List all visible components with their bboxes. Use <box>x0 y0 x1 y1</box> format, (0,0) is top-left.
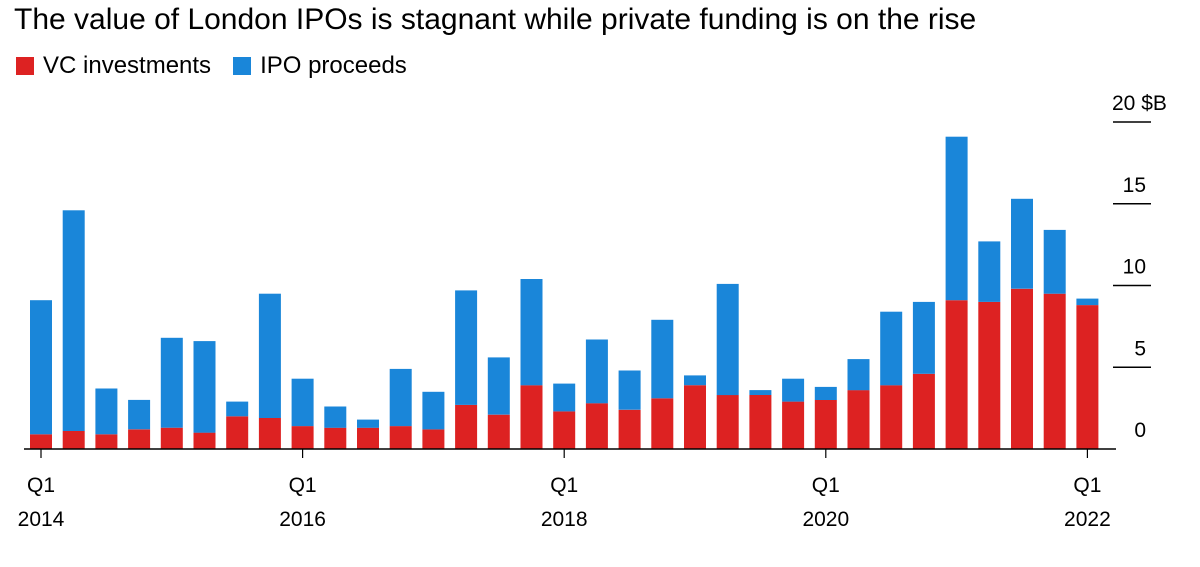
vc-bar <box>258 417 281 449</box>
y-tick-label: 20 $B <box>1112 92 1167 115</box>
vc-bar <box>487 414 510 449</box>
vc-bar <box>291 426 314 449</box>
ipo-bar <box>455 290 478 405</box>
vc-bar <box>553 411 576 449</box>
ipo-bar <box>847 359 870 391</box>
vc-bar <box>618 409 641 449</box>
ipo-bar <box>716 283 739 396</box>
y-tick-label: 15 <box>1123 174 1146 197</box>
x-tick-label-year: 2022 <box>1064 508 1111 531</box>
x-tick-label-quarter: Q1 <box>27 474 55 497</box>
vc-bar <box>684 385 706 449</box>
x-tick-label-year: 2014 <box>18 508 65 531</box>
vc-bar <box>324 427 347 449</box>
ipo-bar <box>782 378 805 402</box>
vc-bar <box>357 427 379 449</box>
vc-bar <box>782 401 805 449</box>
ipo-bar <box>684 375 706 386</box>
x-tick-label-quarter: Q1 <box>289 474 317 497</box>
ipo-bar <box>749 390 772 395</box>
x-tick-label-year: 2016 <box>279 508 326 531</box>
vc-bar <box>62 431 85 449</box>
ipo-bar <box>1076 298 1099 306</box>
legend: VC investments IPO proceeds <box>16 50 429 82</box>
legend-swatch-ipo <box>233 57 252 75</box>
ipo-bar <box>357 419 379 428</box>
chart-title: The value of London IPOs is stagnant whi… <box>14 3 977 36</box>
ipo-bar <box>945 136 968 301</box>
vc-bar <box>95 434 118 449</box>
ipo-bar <box>814 386 837 400</box>
legend-swatch-vc <box>16 57 34 75</box>
x-tick-label-quarter: Q1 <box>812 474 840 497</box>
ipo-bar <box>651 319 674 399</box>
ipo-bar <box>128 399 151 430</box>
vc-bar <box>814 399 837 449</box>
vc-bar <box>389 426 412 449</box>
legend-label-vc: VC investments <box>43 52 212 79</box>
ipo-bar <box>585 339 608 404</box>
x-tick-label-quarter: Q1 <box>550 474 578 497</box>
x-tick-label-year: 2020 <box>802 508 849 531</box>
vc-bar <box>30 434 52 449</box>
vc-bar <box>128 429 151 449</box>
ipo-bar <box>422 391 445 430</box>
vc-bar <box>226 416 249 449</box>
ipo-bar <box>553 383 576 412</box>
vc-bar <box>1076 305 1099 449</box>
x-tick-label-year: 2018 <box>541 508 588 531</box>
vc-bar <box>1043 293 1066 449</box>
x-tick-label-quarter: Q1 <box>1073 474 1101 497</box>
ipo-bar <box>880 311 903 386</box>
vc-bar <box>847 390 870 449</box>
vc-bar <box>880 385 903 449</box>
legend-item-ipo: IPO proceeds <box>233 52 407 80</box>
vc-bar <box>585 403 608 449</box>
vc-bar <box>1011 288 1033 449</box>
ipo-bar <box>324 406 347 428</box>
ipo-bar <box>30 300 52 435</box>
vc-bar <box>716 395 739 449</box>
vc-bar <box>455 404 478 449</box>
vc-bar <box>651 398 674 449</box>
ipo-bar <box>95 388 118 435</box>
ipo-bar <box>912 301 935 374</box>
vc-bar <box>193 432 216 449</box>
vc-bar <box>422 429 445 449</box>
vc-bar <box>520 385 543 449</box>
ipo-bar <box>487 357 510 415</box>
ipo-bar <box>62 210 85 431</box>
y-tick-label: 10 <box>1123 256 1146 279</box>
legend-item-vc: VC investments <box>16 52 211 80</box>
vc-bar <box>945 300 968 449</box>
vc-bar <box>749 395 772 449</box>
ipo-bar <box>618 370 641 410</box>
vc-bar <box>160 427 183 449</box>
ipo-bar <box>258 293 281 418</box>
ipo-bar <box>1011 198 1033 289</box>
ipo-bar <box>226 401 249 417</box>
vc-bar <box>978 301 1001 450</box>
ipo-bar <box>389 368 412 427</box>
ipo-bar <box>291 378 314 427</box>
y-tick-label: 5 <box>1134 337 1146 360</box>
ipo-bar <box>193 341 216 433</box>
y-tick-label: 0 <box>1134 419 1146 442</box>
ipo-bar <box>520 279 543 386</box>
legend-label-ipo: IPO proceeds <box>260 52 407 79</box>
vc-bar <box>912 373 935 449</box>
ipo-bar <box>978 241 1001 302</box>
ipo-bar <box>160 337 183 428</box>
ipo-bar <box>1043 229 1066 294</box>
